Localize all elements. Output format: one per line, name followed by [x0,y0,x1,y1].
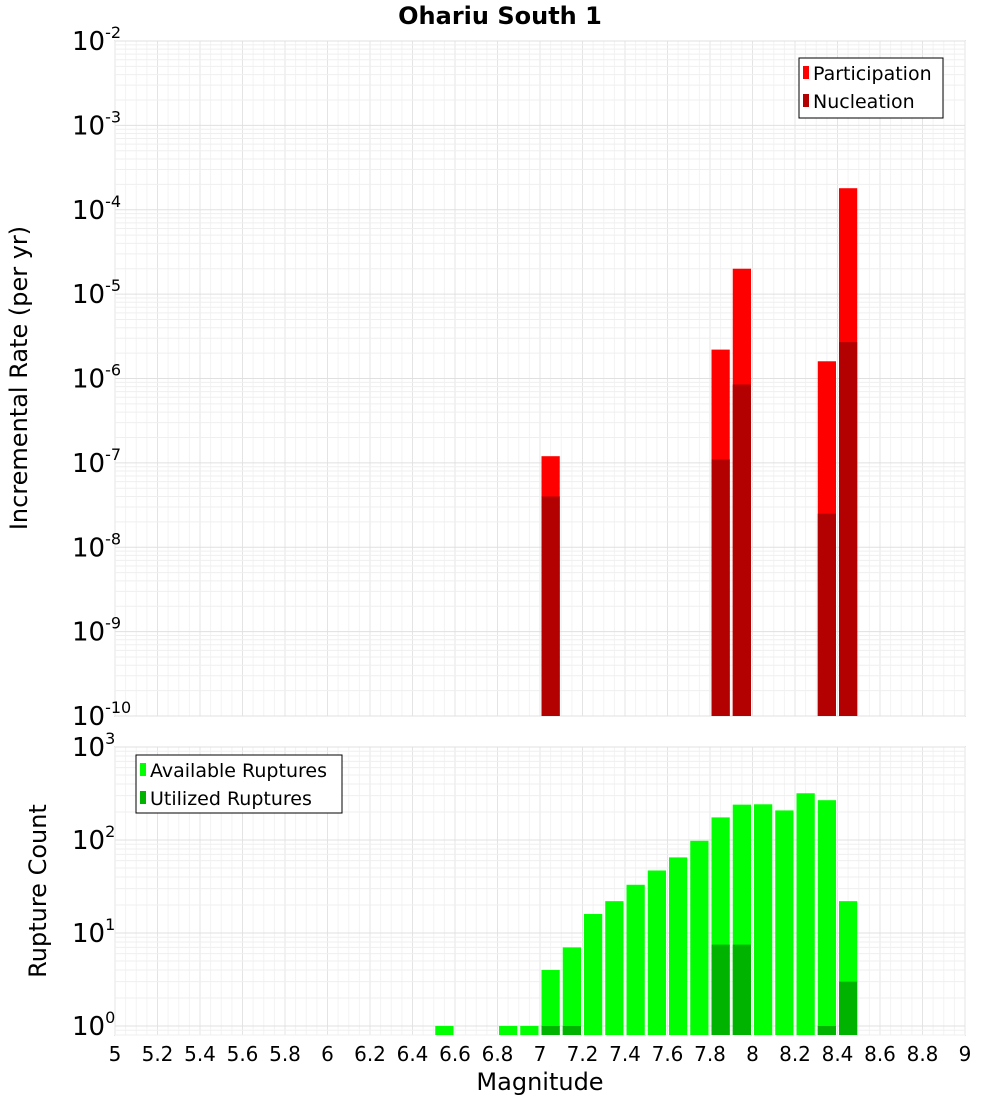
x-tick-label: 8.8 [907,1042,939,1066]
legend-label-available: Available Ruptures [150,760,327,782]
bottom-bars [435,793,858,1035]
x-tick-label: 6.6 [439,1042,471,1066]
x-tick-label: 6.2 [354,1042,386,1066]
x-tick-label: 6.4 [397,1042,429,1066]
x-tick-label: 7 [534,1042,547,1066]
x-tick-label: 7.6 [652,1042,684,1066]
x-tick-label: 9 [959,1042,972,1066]
top-bar-nucleation-8.45 [839,342,858,716]
x-tick-label: 8.4 [822,1042,854,1066]
bottom-bar-available-ruptures-7.75 [690,840,709,1035]
top-bar-nucleation-7.95 [732,384,751,716]
top-bars [541,188,858,717]
bottom-bar-available-ruptures-8.05 [754,804,773,1035]
bottom-bar-available-ruptures-7.65 [669,857,688,1035]
top-y-ticks: 10-10 10-9 10-8 10-7 10-6 10-5 10-4 10-3 10-2 [72,23,131,732]
top-y-tick-label: 10-9 [72,614,121,648]
top-y-tick-label: 10-10 [72,698,131,732]
bottom-bar-utilized-ruptures-7.85 [711,944,730,1035]
top-y-tick-label: 10-5 [72,276,121,310]
top-y-axis-title: Incremental Rate (per yr) [5,226,33,530]
x-tick-label: 5.4 [184,1042,216,1066]
bottom-bar-available-ruptures-8.35 [817,800,836,1035]
bottom-bar-available-ruptures-7.35 [605,901,624,1035]
top-grid [114,40,966,717]
x-axis-title: Magnitude [476,1068,603,1096]
top-y-tick-label: 10-3 [72,107,121,141]
bottom-bar-utilized-ruptures-7.15 [562,1025,581,1035]
bottom-bar-available-ruptures-8.25 [796,793,815,1035]
bottom-bar-available-ruptures-6.95 [520,1025,539,1035]
bottom-legend-box [135,754,343,814]
x-tick-label: 8.6 [864,1042,896,1066]
bottom-bar-available-ruptures-7.15 [562,947,581,1035]
x-tick-label: 8.2 [779,1042,811,1066]
top-legend: Participation Nucleation [798,57,944,119]
bottom-bar-available-ruptures-7.45 [626,884,645,1035]
top-y-tick-label: 10-4 [72,192,121,226]
bottom-y-axis-title: Rupture Count [24,804,52,978]
chart-title: Ohariu South 1 [398,2,602,30]
bottom-legend: Available Ruptures Utilized Ruptures [135,754,343,814]
top-y-tick-label: 10-7 [72,445,121,479]
bottom-bar-available-ruptures-8.15 [775,810,794,1035]
top-y-tick-label: 10-6 [72,361,121,395]
bottom-y-tick-label: 100 [72,1008,115,1042]
bottom-bar-available-ruptures-7.55 [647,870,666,1035]
bottom-y-tick-label: 101 [72,915,115,949]
bottom-bar-utilized-ruptures-7.05 [541,1025,560,1035]
bottom-panel: 100 101 102 103 5 5.2 5.4 5.6 5.8 6 6.2 6.4 6.6 6.8 7… [24,729,971,1096]
bottom-y-tick-label: 103 [72,729,115,763]
bottom-y-ticks: 100 101 102 103 [72,729,115,1042]
x-tick-label: 8 [746,1042,759,1066]
top-legend-box [798,57,944,119]
legend-swatch-available [140,763,146,776]
x-tick-label: 6.8 [482,1042,514,1066]
x-tick-label: 6 [321,1042,334,1066]
legend-label-nucleation: Nucleation [813,91,915,113]
x-tick-label: 5.2 [142,1042,174,1066]
x-tick-label: 5.8 [269,1042,301,1066]
x-tick-label: 5 [109,1042,122,1066]
bottom-bar-utilized-ruptures-8.35 [817,1025,836,1035]
top-bar-nucleation-8.35 [817,513,836,716]
legend-label-utilized: Utilized Ruptures [150,788,312,810]
top-bar-nucleation-7.85 [711,459,730,716]
x-tick-label: 7.2 [567,1042,599,1066]
bottom-bar-available-ruptures-6.55 [435,1025,454,1035]
bottom-bar-available-ruptures-7.05 [541,969,560,1035]
bottom-y-tick-label: 102 [72,822,115,856]
bottom-bar-available-ruptures-6.85 [499,1025,518,1035]
bottom-bar-utilized-ruptures-7.95 [732,944,751,1035]
bottom-bar-available-ruptures-7.25 [584,914,603,1035]
legend-label-participation: Participation [813,63,932,85]
x-tick-label: 7.8 [694,1042,726,1066]
top-y-tick-label: 10-8 [72,529,121,563]
legend-swatch-nucleation [803,94,809,107]
x-ticks: 5 5.2 5.4 5.6 5.8 6 6.2 6.4 6.6 6.8 7 7.2 7.4 7.6 7.8 8… [109,1042,972,1066]
bottom-bar-utilized-ruptures-8.45 [839,981,858,1035]
legend-swatch-participation [803,66,809,79]
x-tick-label: 5.6 [227,1042,259,1066]
top-y-tick-label: 10-2 [72,23,121,57]
legend-swatch-utilized [140,791,146,804]
x-tick-label: 7.4 [609,1042,641,1066]
top-bar-nucleation-7.05 [541,496,560,716]
top-panel: 10-10 10-9 10-8 10-7 10-6 10-5 10-4 10-3 10-2 In… [5,23,966,732]
